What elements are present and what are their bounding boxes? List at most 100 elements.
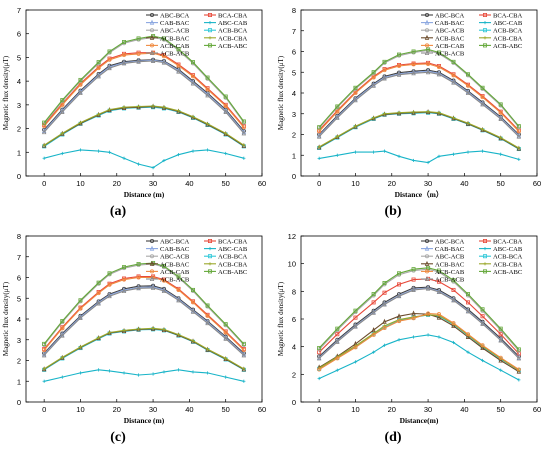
- data-point-a-ABC-CAB-12: [224, 151, 228, 156]
- legend-entry-a-5: ACB-BCA: [218, 28, 248, 35]
- data-point-d-ACB-BAC-5: [396, 313, 402, 319]
- data-point-d-ACB-CAB-12: [498, 355, 503, 360]
- legend-marker-c-1: [207, 238, 212, 243]
- data-point-a-ACB-CBA-6: [136, 104, 141, 109]
- x-axis-label-c: Distance (m): [124, 416, 165, 425]
- data-point-c-ACB-CAB-5: [122, 277, 127, 282]
- data-point-c-ACB-ABC-6: [136, 262, 141, 267]
- data-point-d-BCA-CBA-10: [466, 300, 471, 305]
- data-point-b-ABC-CAB-8: [437, 154, 441, 158]
- legend-entry-c-7: ACB-CBA: [218, 261, 248, 268]
- data-point-c-ACB-CBA-1: [60, 355, 64, 359]
- data-point-c-ACB-CBA-13: [242, 367, 246, 371]
- data-point-b-ACB-ACB-0: [316, 133, 322, 139]
- x-tick-label-d-0: 0: [317, 405, 321, 414]
- data-point-c-ACB-ACB-12: [223, 335, 228, 341]
- data-point-a-ACB-CAB-12: [223, 104, 228, 109]
- x-tick-label-b-0: 0: [317, 179, 321, 188]
- data-point-d-ACB-CAB-9: [451, 321, 456, 326]
- legend-marker-b-0: [424, 12, 429, 17]
- data-point-c-ACB-ABC-9: [176, 274, 181, 279]
- series-line-d-ABC-BCA: [318, 286, 520, 357]
- series-line-d-ABC-ACB: [318, 268, 520, 352]
- data-point-c-ACB-BAC-13: [241, 366, 247, 372]
- data-point-c-ACB-CBA-7: [151, 326, 155, 330]
- data-point-d-BCA-CBA-4: [382, 290, 387, 295]
- data-point-d-ACB-ACB-12: [498, 337, 503, 343]
- data-point-d-BCA-CBA-8: [436, 279, 441, 284]
- data-point-a-ABC-CAB-7: [151, 166, 155, 170]
- x-tick-label-c-3: 30: [149, 405, 157, 414]
- series-line-c-ACB-ACB: [43, 287, 245, 356]
- y-tick-label-c-1: 1: [17, 377, 21, 386]
- data-point-c-ACB-ABC-3: [96, 280, 101, 285]
- data-point-c-ABC-CAB-12: [224, 375, 228, 379]
- data-point-d-ABC-CAB-0: [317, 376, 321, 381]
- data-point-d-ACB-CAB-1: [335, 356, 340, 361]
- legend-marker-a-9: [207, 43, 212, 48]
- data-point-d-ABC-CAB-9: [451, 340, 456, 345]
- data-point-c-ACB-ACB-2: [78, 314, 83, 320]
- data-point-b-ACB-CAB-11: [480, 95, 485, 100]
- legend-marker-c-3: [208, 247, 212, 251]
- data-point-d-ACB-CAB-6: [411, 316, 416, 321]
- data-point-c-ACB-CBA-6: [136, 327, 141, 331]
- data-point-d-ACB-ACB-10: [465, 308, 471, 314]
- legend-marker-a-7: [208, 36, 212, 40]
- legend-marker-b-4: [424, 28, 429, 33]
- data-point-d-ACB-CBA-4: [382, 324, 387, 328]
- legend-entry-c-6: ACB-BAC: [160, 261, 190, 268]
- data-point-a-ACB-CBA-0: [42, 143, 46, 147]
- data-point-b-ACB-CAB-12: [498, 110, 503, 115]
- series-line-d-ABC-CAB: [318, 334, 520, 381]
- series-line-b-ABC-ACB: [318, 49, 520, 129]
- data-point-d-ACB-BAC-10: [465, 333, 471, 339]
- data-point-c-ABC-CAB-9: [176, 368, 181, 372]
- legend-entry-b-2: CAB-BAC: [435, 20, 465, 27]
- y-tick-label-a-6: 6: [17, 30, 21, 39]
- y-axis-label-c: Magnetic flux density(μT): [2, 281, 10, 356]
- data-point-c-ABC-CAB-8: [162, 370, 166, 374]
- data-point-b-ACB-CAB-2: [353, 91, 358, 96]
- data-point-b-ACB-CBA-1: [335, 134, 339, 139]
- data-point-a-ACB-ACB-7: [150, 58, 156, 63]
- series-line-a-ACB-ABC: [43, 35, 245, 123]
- data-point-a-ACB-CBA-8: [162, 105, 166, 109]
- data-point-c-ACB-ACB-8: [161, 288, 167, 293]
- legend-marker-c-5: [207, 254, 212, 259]
- data-point-d-ACB-ABC-0: [317, 346, 322, 351]
- data-point-b-ACB-ACB-3: [371, 82, 376, 88]
- legend-marker-b-7: [483, 36, 487, 40]
- legend-entry-c-0: ABC-BCA: [160, 239, 190, 246]
- data-point-d-ACB-ACB-11: [480, 320, 485, 326]
- data-point-b-ACB-ACB-7: [425, 69, 431, 75]
- y-tick-label-b-8: 8: [292, 6, 296, 15]
- x-tick-label-a-0: 0: [42, 179, 46, 188]
- data-point-c-ABC-CAB-10: [191, 370, 195, 374]
- data-point-a-ACB-ABC-11: [205, 75, 210, 80]
- data-point-d-ACB-CAB-7: [426, 311, 431, 316]
- legend-marker-d-6: [424, 260, 430, 266]
- legend-marker-b-10: [424, 50, 430, 55]
- data-point-b-ACB-ACB-9: [451, 79, 456, 85]
- data-point-b-ACB-ABC-11: [480, 85, 485, 90]
- x-tick-label-d-2: 20: [388, 405, 396, 414]
- data-point-c-ACB-CBA-12: [224, 356, 228, 361]
- panel-label-c: (c): [110, 430, 126, 445]
- y-axis-label-d: Magnetic flux density(μT): [277, 281, 285, 356]
- y-tick-label-c-8: 8: [17, 232, 21, 241]
- data-point-b-ACB-ABC-3: [371, 70, 376, 75]
- legend-entry-c-8: ACB-CAB: [160, 269, 190, 276]
- data-point-c-ACB-CBA-3: [97, 336, 101, 340]
- data-point-d-ABC-CAB-4: [382, 343, 387, 347]
- data-point-a-ACB-CAB-9: [176, 63, 181, 68]
- plot-frame-a: [25, 9, 263, 177]
- legend-entry-a-6: ACB-BAC: [160, 35, 190, 42]
- data-point-b-ACB-CBA-4: [382, 112, 387, 116]
- data-point-c-ACB-CBA-11: [205, 347, 210, 351]
- y-tick-label-a-0: 0: [17, 172, 21, 181]
- legend-entry-d-4: ABC-ACB: [435, 254, 465, 261]
- data-point-c-ACB-CAB-3: [96, 291, 101, 296]
